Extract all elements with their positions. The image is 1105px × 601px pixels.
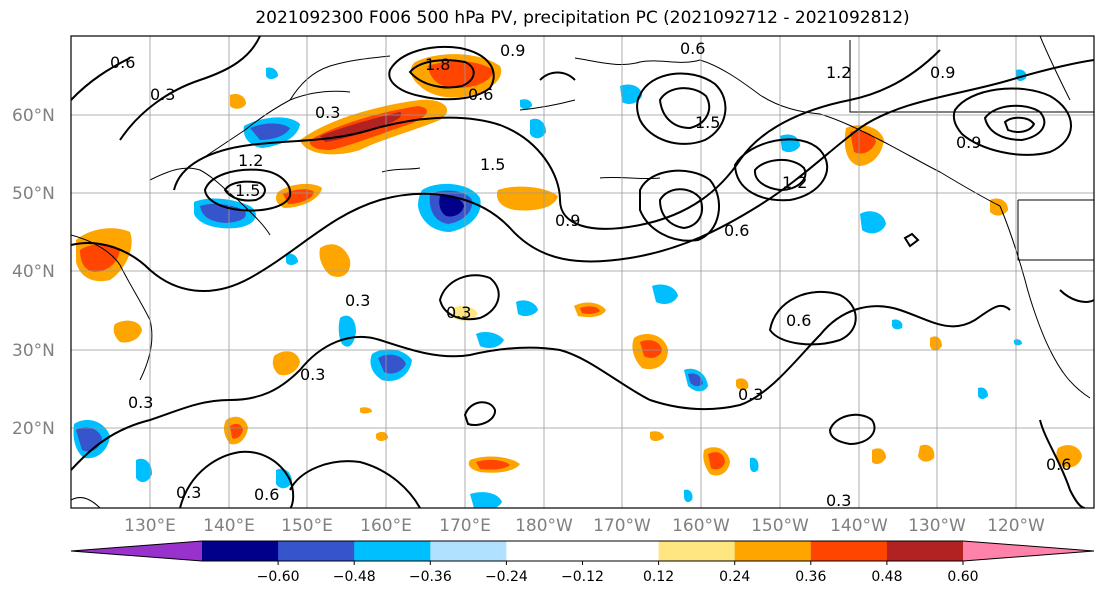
colorbar-segment — [430, 541, 507, 561]
map-title: 2021092300 F006 500 hPa PV, precipitatio… — [255, 8, 910, 28]
colorbar-tick-label: −0.60 — [257, 569, 300, 585]
contour-label: 0.3 — [176, 483, 201, 502]
contour-label: 0.3 — [826, 491, 851, 510]
contour-label: 0.3 — [150, 85, 175, 104]
longitude-axis: 130°E 140°E 150°E 160°E 170°E 180°W 170°… — [124, 516, 1045, 536]
colorbar-outline — [70, 540, 1095, 562]
contour-label: 0.3 — [315, 103, 340, 122]
contour-label: 0.3 — [300, 365, 325, 384]
contour-labels: 0.6 0.3 1.8 0.6 0.9 0.6 1.2 0.3 0.9 1.5 … — [110, 39, 1071, 510]
contour-label: 0.6 — [1046, 455, 1071, 474]
contour-label: 0.6 — [468, 85, 493, 104]
contour-label: 0.3 — [128, 393, 153, 412]
lon-label: 150°E — [281, 516, 333, 536]
lon-label: 150°W — [751, 516, 809, 536]
colorbar-segment — [278, 541, 355, 561]
colorbar-extend-high — [963, 541, 1094, 561]
contour-label: 0.6 — [724, 221, 749, 240]
contour-label: 1.2 — [826, 63, 851, 82]
colorbar-segment — [810, 541, 888, 561]
lat-label: 50°N — [12, 184, 55, 204]
lon-label: 140°E — [203, 516, 255, 536]
colorbar-tick-label: 0.48 — [871, 569, 902, 585]
colorbar-segment — [506, 541, 583, 561]
lon-label: 180°W — [515, 516, 573, 536]
lat-label: 30°N — [12, 341, 55, 361]
precip-shading — [73, 54, 1082, 508]
lat-label: 40°N — [12, 262, 55, 282]
colorbar-tick-label: 0.60 — [947, 569, 978, 585]
lon-label: 170°W — [593, 516, 651, 536]
latitude-axis: 60°N 50°N 40°N 30°N 20°N — [12, 106, 55, 439]
lat-label: 20°N — [12, 419, 55, 439]
lon-label: 130°W — [908, 516, 966, 536]
contour-label: 1.2 — [782, 173, 807, 192]
map-panel — [71, 36, 1094, 508]
contour-label: 0.6 — [786, 311, 811, 330]
contour-label: 1.5 — [695, 113, 720, 132]
contour-label: 1.2 — [238, 151, 263, 170]
contour-label: 0.6 — [680, 39, 705, 58]
colorbar-tick-label: 0.36 — [795, 569, 826, 585]
colorbar-segment — [202, 541, 279, 561]
lat-label: 60°N — [12, 106, 55, 126]
colorbar-tick-label: 0.24 — [719, 569, 750, 585]
contour-label: 0.3 — [738, 385, 763, 404]
colorbar-segment — [886, 541, 964, 561]
lon-label: 170°E — [439, 516, 491, 536]
contour-label: 1.5 — [480, 155, 505, 174]
coastlines — [71, 36, 1094, 508]
contour-label: 1.5 — [235, 181, 260, 200]
contour-label: 0.3 — [446, 303, 471, 322]
contour-label: 0.9 — [956, 133, 981, 152]
lon-label: 140°W — [830, 516, 888, 536]
contour-label: 0.9 — [930, 63, 955, 82]
lon-label: 160°W — [672, 516, 730, 536]
colorbar-tick-label: −0.36 — [409, 569, 452, 585]
colorbar-tick-label: 0.12 — [643, 569, 674, 585]
lon-label: 160°E — [360, 516, 412, 536]
contour-label: 0.3 — [345, 291, 370, 310]
colorbar: −0.60 −0.48 −0.36 −0.24 −0.12 0.12 0.24 0.36 0.4… — [70, 540, 1095, 585]
colorbar-tick-label: −0.24 — [485, 569, 528, 585]
colorbar-segment — [582, 541, 660, 561]
contour-label: 0.9 — [500, 41, 525, 60]
colorbar-tick-label: −0.12 — [561, 569, 604, 585]
colorbar-segment — [658, 541, 736, 561]
colorbar-extend-low — [71, 541, 202, 561]
lon-label: 120°W — [987, 516, 1045, 536]
graticule — [71, 36, 1094, 508]
contour-label: 1.8 — [425, 55, 450, 74]
pv-contours — [71, 36, 1094, 508]
lon-label: 130°E — [124, 516, 176, 536]
contour-label: 0.6 — [254, 485, 279, 504]
contour-label: 0.9 — [555, 211, 580, 230]
colorbar-tick-label: −0.48 — [333, 569, 376, 585]
map-frame — [70, 35, 1095, 509]
colorbar-segment — [734, 541, 812, 561]
contour-label: 0.6 — [110, 53, 135, 72]
colorbar-segment — [354, 541, 431, 561]
